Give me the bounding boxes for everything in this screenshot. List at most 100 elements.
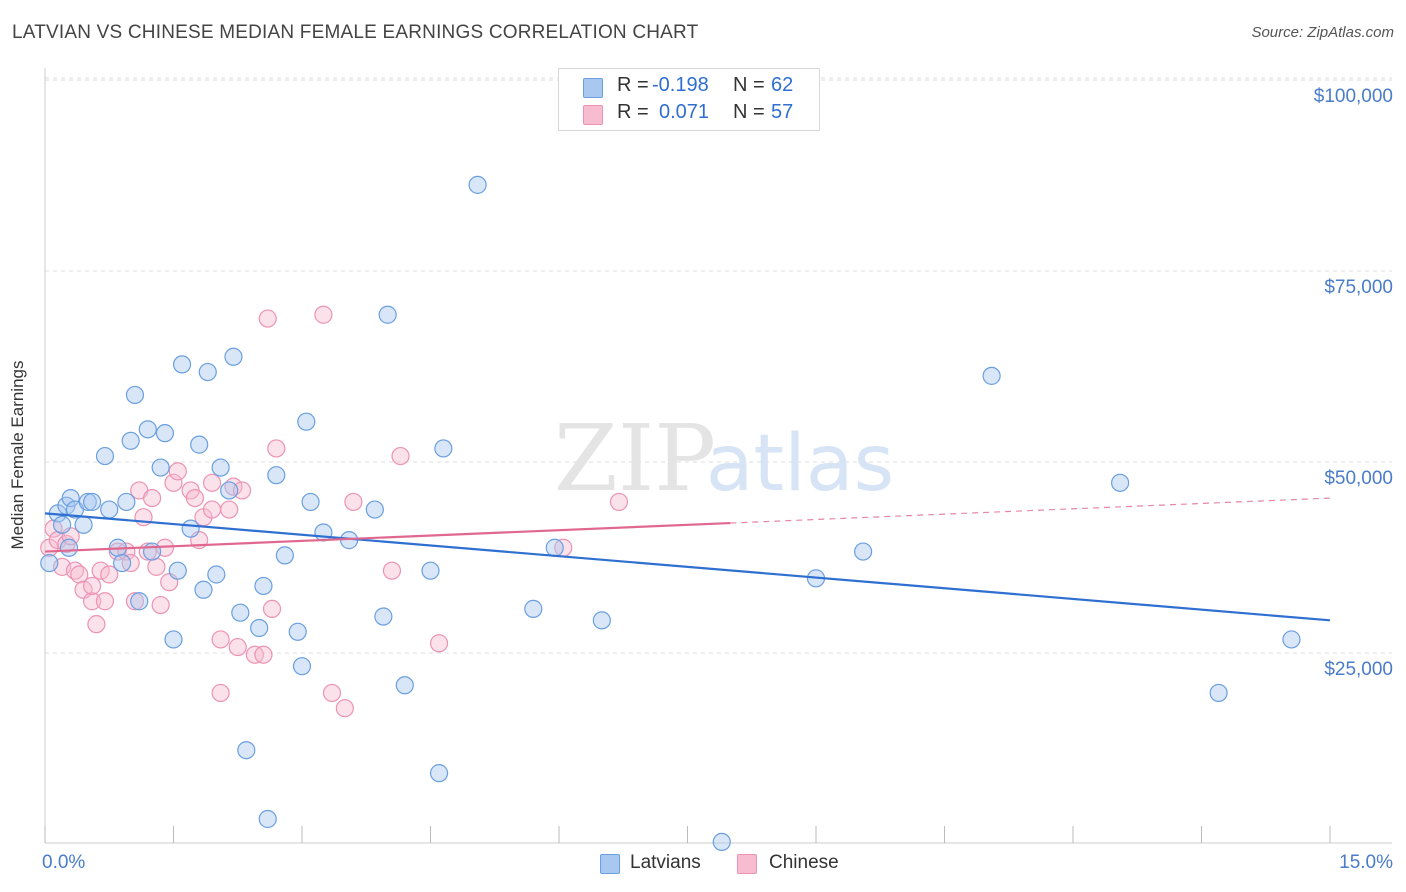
- data-point: [314, 523, 333, 542]
- data-point: [254, 645, 273, 664]
- data-point: [592, 611, 611, 630]
- legend-row-latvians: R = -0.198 N = 62: [559, 74, 819, 100]
- watermark-atlas: atlas: [706, 419, 895, 509]
- data-point: [288, 622, 307, 641]
- trend-line-chinese-extension: [730, 497, 1331, 524]
- data-point: [181, 519, 200, 538]
- series-latvians-points: [40, 175, 1301, 852]
- y-tick-label: $25,000: [1324, 659, 1393, 680]
- data-point: [1111, 473, 1130, 492]
- data-point: [232, 481, 252, 500]
- data-point: [121, 431, 140, 450]
- y-tick-label: $100,000: [1313, 86, 1393, 107]
- bottom-legend-swatch-chinese: [737, 854, 757, 874]
- data-point: [374, 607, 393, 626]
- data-point: [524, 599, 543, 618]
- data-point: [258, 809, 277, 829]
- legend-r-value-latvians: -0.198: [652, 74, 709, 96]
- data-point: [91, 561, 110, 580]
- data-point: [172, 355, 192, 374]
- data-point: [982, 366, 1001, 385]
- data-point: [382, 561, 402, 580]
- data-point: [95, 592, 115, 611]
- data-point: [211, 458, 230, 477]
- data-point: [429, 634, 449, 653]
- data-point: [335, 699, 354, 718]
- data-point: [250, 618, 269, 638]
- legend-r-label: R =: [617, 101, 649, 123]
- data-point: [468, 175, 487, 194]
- correlation-legend: R = -0.198 N = 62 R = 0.071 N = 57: [558, 68, 820, 131]
- data-point: [147, 557, 166, 576]
- data-point: [211, 683, 230, 703]
- data-point: [220, 481, 239, 500]
- data-point: [314, 305, 333, 324]
- data-point: [138, 420, 157, 439]
- data-point: [87, 615, 106, 634]
- watermark: ZIP atlas: [554, 405, 894, 512]
- legend-r-label: R =: [617, 74, 649, 96]
- y-axis-label: Median Female Earnings: [8, 360, 27, 550]
- data-point: [125, 592, 145, 611]
- data-point: [262, 599, 282, 618]
- series-legend: Latvians Chinese: [0, 852, 1406, 878]
- data-point: [185, 489, 205, 508]
- data-point: [130, 592, 149, 611]
- data-point: [142, 489, 162, 508]
- legend-r-value-chinese: 0.071: [659, 101, 710, 123]
- data-point: [224, 347, 243, 366]
- data-point: [421, 561, 440, 580]
- data-point: [297, 412, 316, 431]
- data-point: [267, 466, 286, 485]
- data-point: [40, 553, 59, 573]
- data-point: [100, 500, 119, 519]
- x-tick-label-min: 0.0%: [42, 852, 86, 873]
- source-credit: Source: ZipAtlas.com: [1251, 24, 1394, 41]
- data-point: [202, 500, 222, 519]
- legend-n-value-chinese: 57: [771, 101, 794, 123]
- data-point: [1282, 630, 1301, 649]
- data-point: [237, 741, 256, 760]
- y-tick-label: $75,000: [1324, 277, 1393, 298]
- data-point: [59, 538, 79, 557]
- data-point: [1209, 683, 1228, 703]
- data-point: [301, 492, 320, 512]
- data-point: [854, 542, 873, 561]
- data-point: [391, 446, 410, 466]
- data-point: [434, 439, 453, 458]
- data-point: [395, 676, 414, 695]
- trend-line-chinese: [44, 521, 731, 553]
- data-point: [712, 832, 731, 852]
- data-point: [365, 500, 384, 519]
- data-point: [83, 592, 102, 611]
- data-point: [151, 595, 170, 615]
- data-point: [78, 492, 97, 512]
- data-point: [125, 385, 145, 405]
- data-point: [211, 630, 230, 649]
- x-tick-label-max: 15.0%: [1339, 852, 1393, 873]
- data-point: [74, 515, 93, 534]
- data-point: [292, 657, 312, 676]
- data-point: [322, 683, 342, 703]
- trend-line-latvians: [44, 512, 1331, 622]
- data-point: [190, 435, 209, 454]
- data-point: [545, 538, 564, 557]
- data-point: [164, 473, 183, 492]
- legend-swatch-latvians: [583, 78, 603, 98]
- data-point: [117, 492, 136, 512]
- y-axis-label-wrap: Median Female Earnings: [8, 361, 28, 550]
- legend-swatch-chinese: [583, 105, 603, 125]
- data-point: [100, 565, 119, 584]
- gridlines: [45, 77, 1392, 654]
- data-point: [344, 492, 363, 512]
- data-point: [83, 492, 102, 512]
- data-point: [53, 515, 72, 534]
- data-point: [258, 309, 277, 328]
- data-point: [151, 458, 170, 477]
- y-tick-label: $50,000: [1324, 468, 1393, 489]
- data-point: [267, 439, 286, 458]
- bottom-legend-chinese: Chinese: [769, 852, 839, 873]
- legend-n-label: N =: [733, 74, 765, 96]
- trend-lines: [44, 497, 1331, 622]
